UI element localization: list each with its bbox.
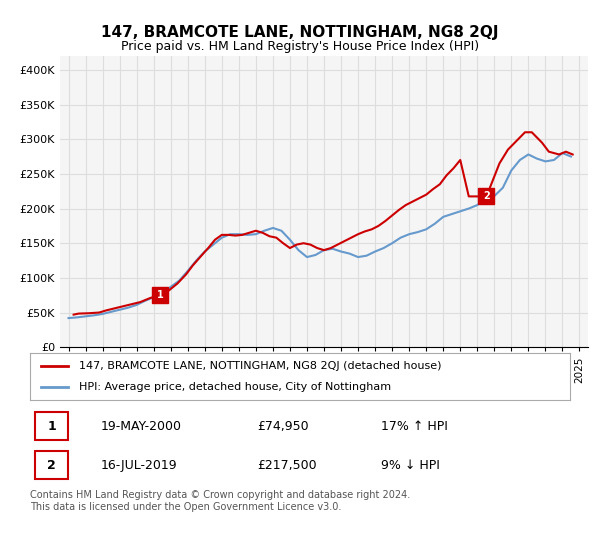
Text: 2: 2 [483,192,490,202]
Text: 19-MAY-2000: 19-MAY-2000 [100,420,181,433]
Text: HPI: Average price, detached house, City of Nottingham: HPI: Average price, detached house, City… [79,382,391,392]
Text: Price paid vs. HM Land Registry's House Price Index (HPI): Price paid vs. HM Land Registry's House … [121,40,479,53]
Text: 147, BRAMCOTE LANE, NOTTINGHAM, NG8 2QJ: 147, BRAMCOTE LANE, NOTTINGHAM, NG8 2QJ [101,25,499,40]
Text: £74,950: £74,950 [257,420,308,433]
Text: 16-JUL-2019: 16-JUL-2019 [100,459,177,472]
FancyBboxPatch shape [35,413,68,440]
Text: £217,500: £217,500 [257,459,316,472]
Text: 2: 2 [47,459,56,472]
FancyBboxPatch shape [35,451,68,479]
Text: 1: 1 [47,420,56,433]
Text: 17% ↑ HPI: 17% ↑ HPI [381,420,448,433]
Text: 1: 1 [157,290,164,300]
Text: 147, BRAMCOTE LANE, NOTTINGHAM, NG8 2QJ (detached house): 147, BRAMCOTE LANE, NOTTINGHAM, NG8 2QJ … [79,361,441,371]
Text: Contains HM Land Registry data © Crown copyright and database right 2024.
This d: Contains HM Land Registry data © Crown c… [30,490,410,512]
Text: 9% ↓ HPI: 9% ↓ HPI [381,459,440,472]
